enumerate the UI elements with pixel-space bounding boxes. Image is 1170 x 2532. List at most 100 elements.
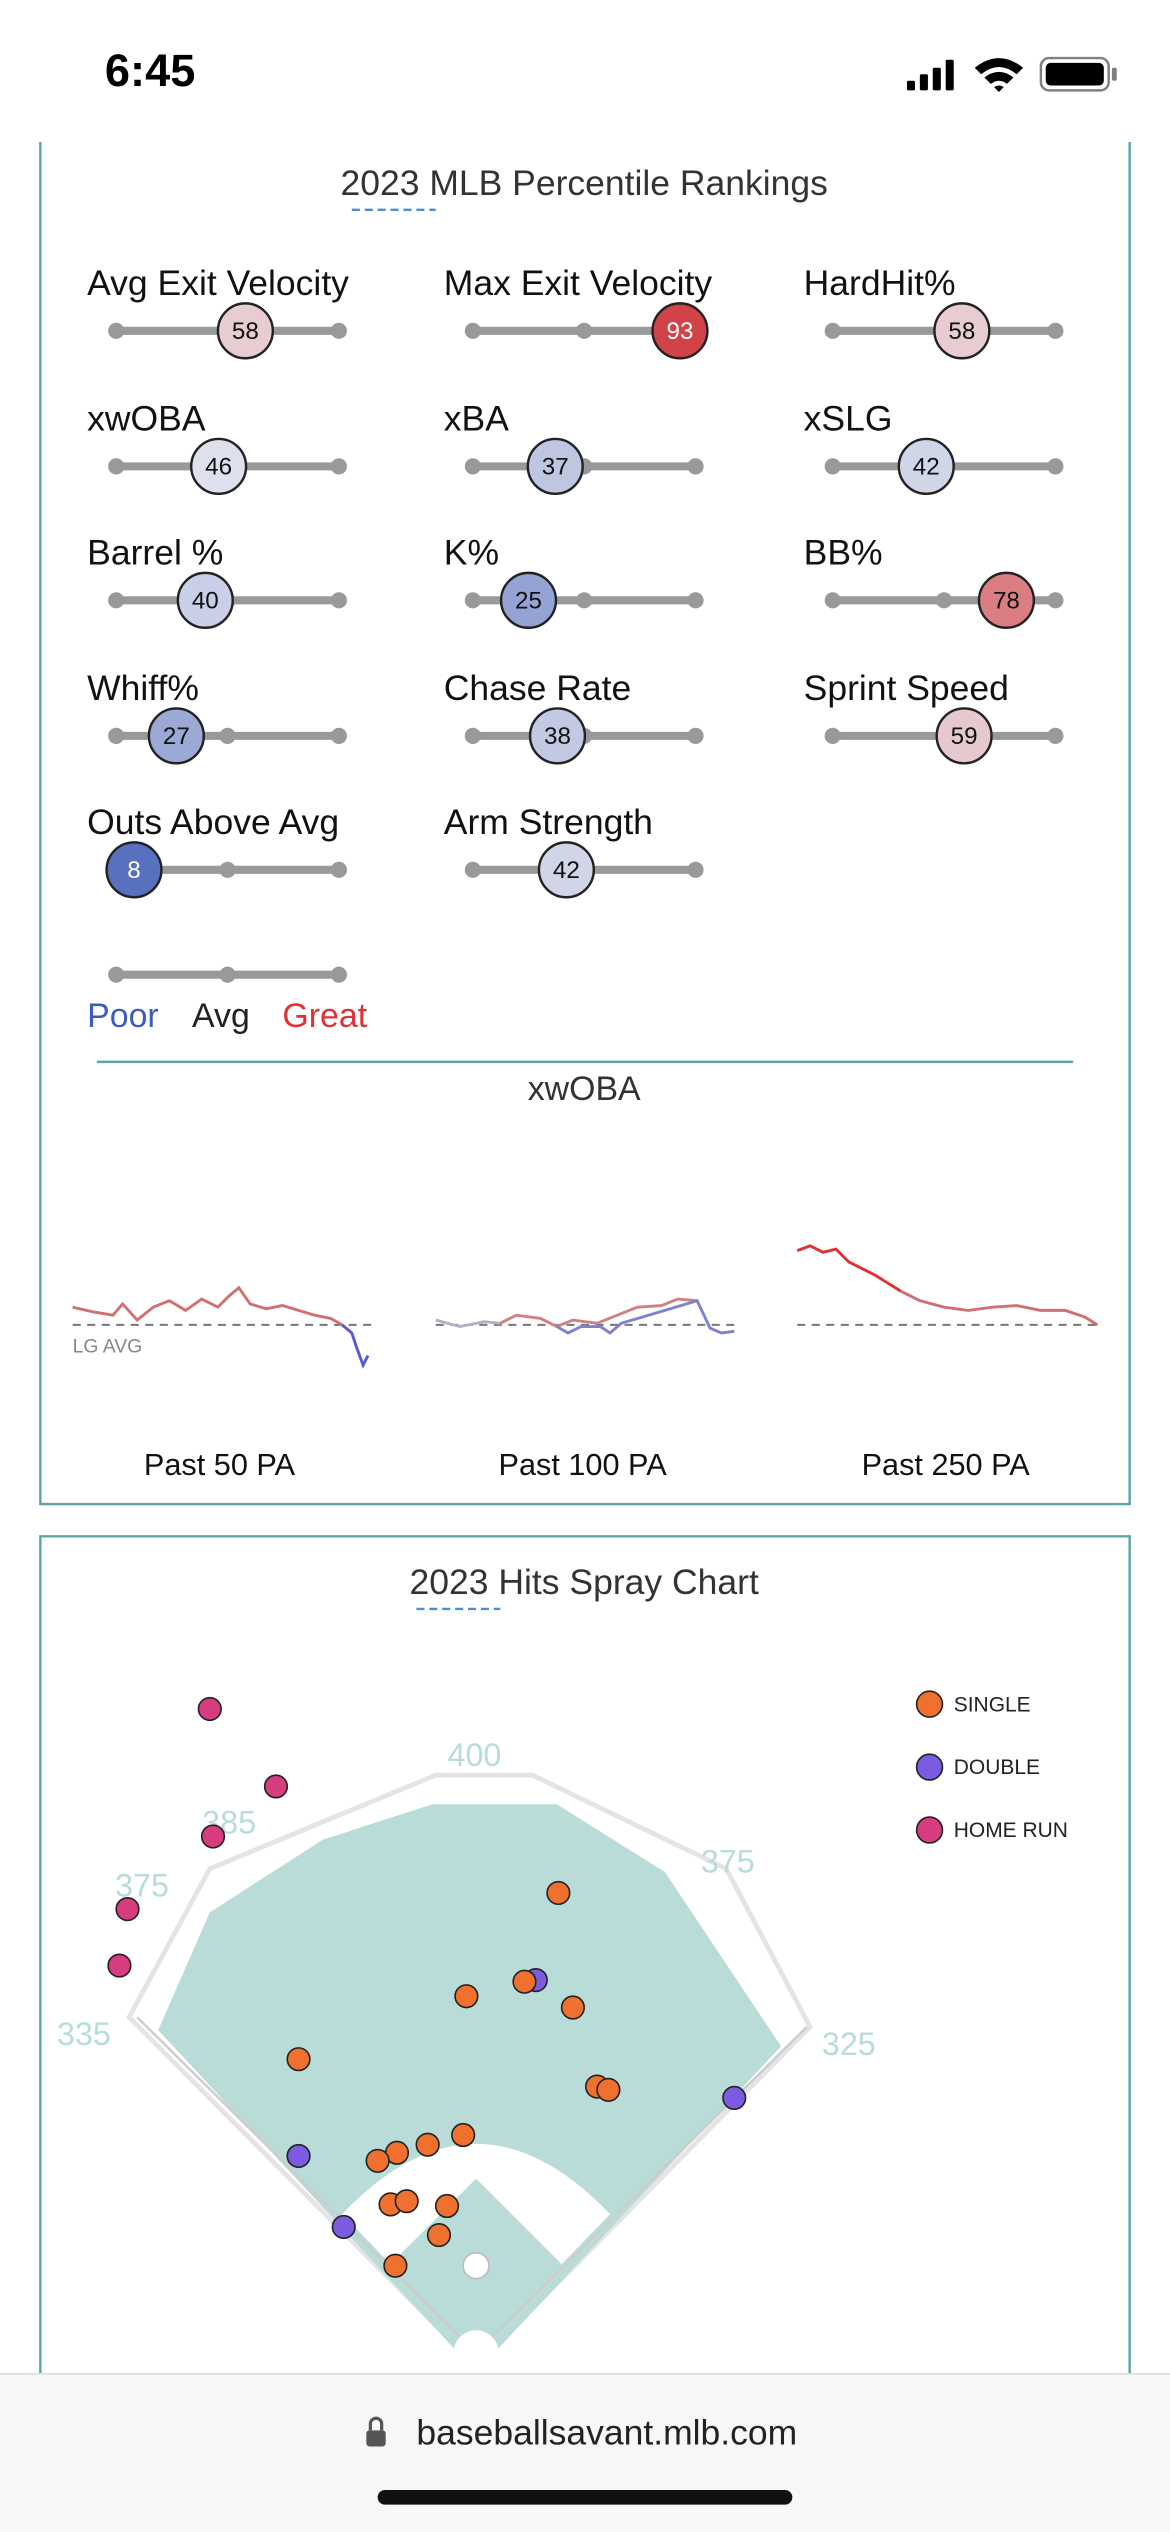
window-label: Past 50 PA [144, 1448, 296, 1482]
slider-dot [330, 458, 347, 475]
percentile-marker [977, 571, 1036, 629]
legend-label: HOME RUN [954, 1819, 1068, 1842]
percentile-value: 25 [515, 587, 542, 614]
slider-dot [464, 322, 481, 339]
section-title: 2023 Hits Spray Chart [410, 1562, 759, 1602]
distance-label: 375 [701, 1843, 755, 1879]
metric-name: Chase Rate [444, 668, 631, 708]
percentile-value: 59 [951, 723, 978, 750]
slider-dot [935, 592, 953, 609]
section-title: 2023 MLB Percentile Rankings [340, 163, 827, 203]
slider-dot [687, 458, 704, 475]
percentile-marker [499, 571, 558, 629]
slider-dot [1047, 458, 1064, 475]
legend-swatch [915, 1753, 944, 1781]
percentile-marker [897, 437, 955, 496]
hit-marker [365, 2148, 390, 2173]
percentile-legend: Poor Avg Great [87, 966, 368, 1035]
percentile-value: 37 [542, 453, 569, 480]
slider-dot [108, 592, 125, 609]
hit-marker [200, 1824, 226, 1849]
slider-dot [219, 727, 236, 744]
url[interactable]: baseballsavant.mlb.com [416, 2413, 797, 2453]
legend-poor: Poor [87, 997, 159, 1035]
card-border [39, 1535, 1131, 2389]
hit-marker [286, 2143, 311, 2169]
percentile-value: 93 [667, 318, 694, 345]
metric-name: Whiff% [87, 668, 199, 708]
status-icons [906, 56, 1117, 92]
slider-dot [464, 861, 481, 878]
hit-marker [383, 2253, 408, 2278]
metrics: Avg Exit Velocity 58 Max Exit Velocity 93 Ha… [87, 263, 1064, 899]
slider-dot [576, 592, 593, 609]
legend-swatch [915, 1690, 944, 1718]
slider-dot [576, 322, 593, 339]
metric-name: xBA [444, 399, 509, 439]
browser-bar [0, 2373, 1170, 2532]
slider-dot [687, 592, 704, 609]
slider-dot [108, 458, 125, 475]
hit-marker [415, 2132, 440, 2157]
metric-name: Barrel % [87, 533, 223, 573]
hit-marker [263, 1774, 289, 1799]
hit-marker [722, 2085, 747, 2110]
slider-dot [464, 592, 481, 609]
window-label: Past 100 PA [499, 1448, 668, 1482]
metric-name: Outs Above Avg [87, 802, 339, 842]
percentile-marker [147, 707, 205, 765]
hit-marker [331, 2214, 356, 2240]
slider-dot [108, 322, 125, 339]
slider-dot [330, 727, 347, 744]
percentile-value: 58 [948, 318, 975, 345]
slider-dot [1047, 592, 1064, 609]
sparklines: LG AVG [72, 1244, 1099, 1369]
legend-avg: Avg [192, 997, 250, 1035]
percentile-value: 78 [993, 587, 1020, 614]
percentile-value: 42 [553, 857, 580, 884]
slider-dot [1047, 322, 1064, 339]
slider-dot [824, 458, 841, 475]
hit-marker [560, 1995, 586, 2020]
percentile-marker [537, 841, 596, 899]
window-label: Past 250 PA [862, 1448, 1031, 1482]
metric-name: Arm Strength [444, 802, 653, 842]
distance-label: 325 [822, 2026, 876, 2062]
hit-marker [286, 2047, 311, 2072]
slider-dot [687, 727, 704, 744]
slider-dot [824, 322, 841, 339]
metric-name: Avg Exit Velocity [87, 263, 349, 303]
slider-dot [219, 861, 236, 878]
percentile-marker [189, 437, 248, 496]
hit-marker [454, 1984, 479, 2009]
slider-dot [464, 458, 481, 475]
home-indicator [377, 2490, 793, 2505]
percentile-value: 42 [913, 453, 940, 480]
percentile-marker [105, 841, 163, 899]
percentile-value: 46 [205, 453, 232, 480]
slider-dot [330, 322, 347, 339]
hit-marker [596, 2077, 621, 2102]
metric-name: HardHit% [804, 263, 956, 303]
xwoba-title: xwOBA [528, 1070, 641, 1108]
legend-label: DOUBLE [954, 1756, 1040, 1779]
percentile-value: 58 [232, 318, 259, 345]
metric-name: Max Exit Velocity [444, 263, 713, 303]
metric-name: K% [444, 533, 499, 573]
hit-marker [115, 1896, 140, 1922]
slider-dot [687, 861, 704, 878]
percentile-value: 40 [192, 587, 219, 614]
slider-dot [1047, 727, 1064, 744]
slider-dot [330, 861, 347, 878]
lock-icon [366, 2416, 386, 2447]
percentile-marker [935, 707, 993, 765]
percentile-value: 38 [544, 723, 571, 750]
distance-label: 400 [448, 1737, 502, 1773]
hit-marker [512, 1969, 537, 1994]
percentile-marker [933, 302, 991, 360]
slider-dot [330, 592, 347, 609]
metric-name: Sprint Speed [804, 668, 1009, 708]
